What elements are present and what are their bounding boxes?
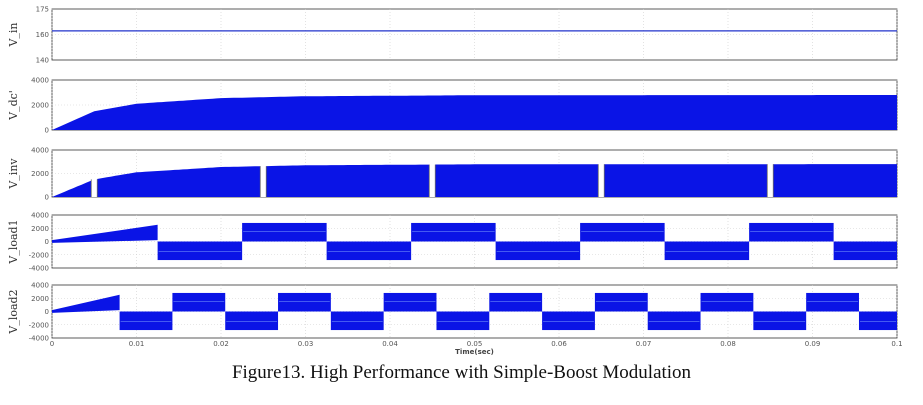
y-tick-label: 2000	[31, 295, 49, 303]
shoot-through-gap	[429, 163, 436, 197]
load-voltage-block	[664, 241, 750, 261]
load-voltage-block	[700, 292, 754, 312]
load-voltage-block	[436, 311, 490, 331]
load-voltage-block	[833, 241, 897, 261]
load-voltage-block	[495, 241, 581, 261]
y-axis-label: V_load1	[7, 219, 20, 264]
load-voltage-block	[647, 311, 701, 331]
load-voltage-block	[489, 292, 543, 312]
load-voltage-block	[119, 311, 173, 331]
load-voltage-block	[383, 292, 437, 312]
y-tick-label: 4000	[31, 77, 49, 85]
load-voltage-block	[411, 222, 496, 242]
load-voltage-block	[225, 311, 279, 331]
y-axis-label: V_inv	[7, 158, 20, 190]
vdc-switching-area	[52, 95, 897, 130]
startup-ramp-area	[52, 224, 158, 243]
load-voltage-block	[326, 241, 412, 261]
y-tick-label: 2000	[31, 102, 49, 110]
startup-ramp-area	[52, 294, 120, 313]
x-tick-label: 0.01	[129, 340, 145, 348]
y-tick-label: 0	[45, 194, 49, 202]
load-voltage-block	[580, 222, 665, 242]
y-tick-label: 2000	[31, 225, 49, 233]
load-voltage-block	[172, 292, 226, 312]
y-tick-label: 140	[36, 57, 49, 65]
load-voltage-block	[753, 311, 807, 331]
load-voltage-block	[278, 292, 331, 312]
x-tick-label: 0.06	[551, 340, 567, 348]
x-tick-label: 0.05	[467, 340, 483, 348]
x-tick-label: 0.08	[720, 340, 736, 348]
x-tick-label: 0.03	[298, 340, 314, 348]
y-tick-label: 2000	[31, 170, 49, 178]
y-tick-label: 4000	[31, 282, 49, 290]
load-voltage-block	[330, 311, 384, 331]
figure-caption: Figure13. High Performance with Simple-B…	[231, 362, 692, 383]
shoot-through-gap	[260, 165, 267, 197]
x-tick-label: 0.09	[805, 340, 821, 348]
figure-canvas: 175 160 140 V_in 4000 2000 0 V_dc' 4000 2000 0 V_in…	[7, 6, 903, 357]
x-tick-label: 0.1	[891, 340, 902, 348]
x-tick-label: 0	[50, 340, 54, 348]
shoot-through-gap	[767, 163, 774, 197]
shoot-through-gap	[91, 178, 98, 197]
y-tick-label: -2000	[29, 321, 49, 329]
load-voltage-block	[749, 222, 834, 242]
y-axis-label: V_dc'	[7, 90, 20, 121]
y-tick-label: -4000	[29, 335, 49, 343]
x-tick-label: 0.04	[382, 340, 398, 348]
y-axis-label: V_in	[7, 22, 20, 47]
y-tick-label: -4000	[29, 265, 49, 273]
load-voltage-block	[542, 311, 595, 331]
load-voltage-block	[858, 311, 897, 331]
load-voltage-block	[594, 292, 648, 312]
y-tick-label: 4000	[31, 147, 49, 155]
y-tick-label: 0	[45, 127, 49, 135]
shoot-through-gap	[598, 163, 605, 197]
y-tick-label: 160	[36, 31, 49, 39]
load-voltage-block	[806, 292, 859, 312]
y-tick-label: 4000	[31, 212, 49, 220]
load-voltage-block	[157, 241, 243, 261]
x-tick-label: 0.02	[213, 340, 229, 348]
y-tick-label: 175	[36, 6, 49, 14]
y-tick-label: 0	[45, 238, 49, 246]
x-axis-label: Time(sec)	[455, 348, 494, 356]
y-tick-label: -2000	[29, 251, 49, 259]
load-voltage-block	[242, 222, 327, 242]
y-axis-label: V_load2	[7, 289, 20, 334]
y-tick-label: 0	[45, 308, 49, 316]
x-tick-label: 0.07	[636, 340, 652, 348]
